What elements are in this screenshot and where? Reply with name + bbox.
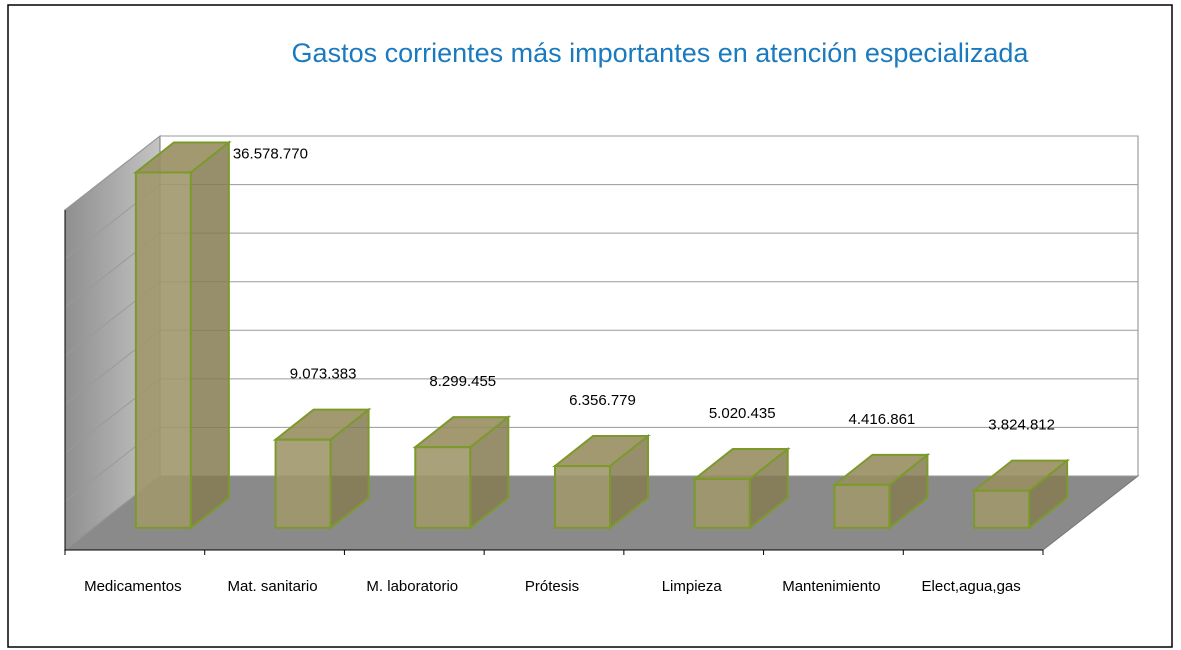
bar bbox=[554, 465, 611, 529]
value-label: 8.299.455 bbox=[429, 373, 496, 390]
x-tick-label: Limpieza bbox=[662, 578, 723, 595]
value-label: 5.020.435 bbox=[709, 405, 776, 422]
bar bbox=[134, 171, 192, 529]
x-tick-label: Elect,agua,gas bbox=[922, 578, 1021, 595]
x-tick-label: Mat. sanitario bbox=[228, 578, 318, 595]
x-tick-label: M. laboratorio bbox=[366, 578, 458, 595]
bar-side bbox=[189, 140, 230, 530]
x-tick-label: Prótesis bbox=[525, 578, 579, 595]
value-label: 6.356.779 bbox=[569, 392, 636, 409]
bar bbox=[414, 446, 472, 529]
bar bbox=[833, 483, 891, 529]
value-label: 3.824.812 bbox=[988, 417, 1055, 434]
grid-line bbox=[64, 135, 1138, 211]
x-tick-label: Medicamentos bbox=[84, 578, 182, 595]
bar bbox=[274, 438, 332, 529]
x-tick-label: Mantenimiento bbox=[782, 578, 880, 595]
bar bbox=[973, 489, 1031, 529]
bar bbox=[693, 478, 751, 529]
value-label: 36.578.770 bbox=[233, 145, 308, 162]
value-label: 9.073.383 bbox=[290, 366, 357, 383]
value-label: 4.416.861 bbox=[849, 411, 916, 428]
chart-title: Gastos corrientes más importantes en ate… bbox=[292, 38, 1030, 68]
plot-area: 36.578.770 Medicamentos 9.073.383 Mat. sani… bbox=[63, 134, 1140, 595]
